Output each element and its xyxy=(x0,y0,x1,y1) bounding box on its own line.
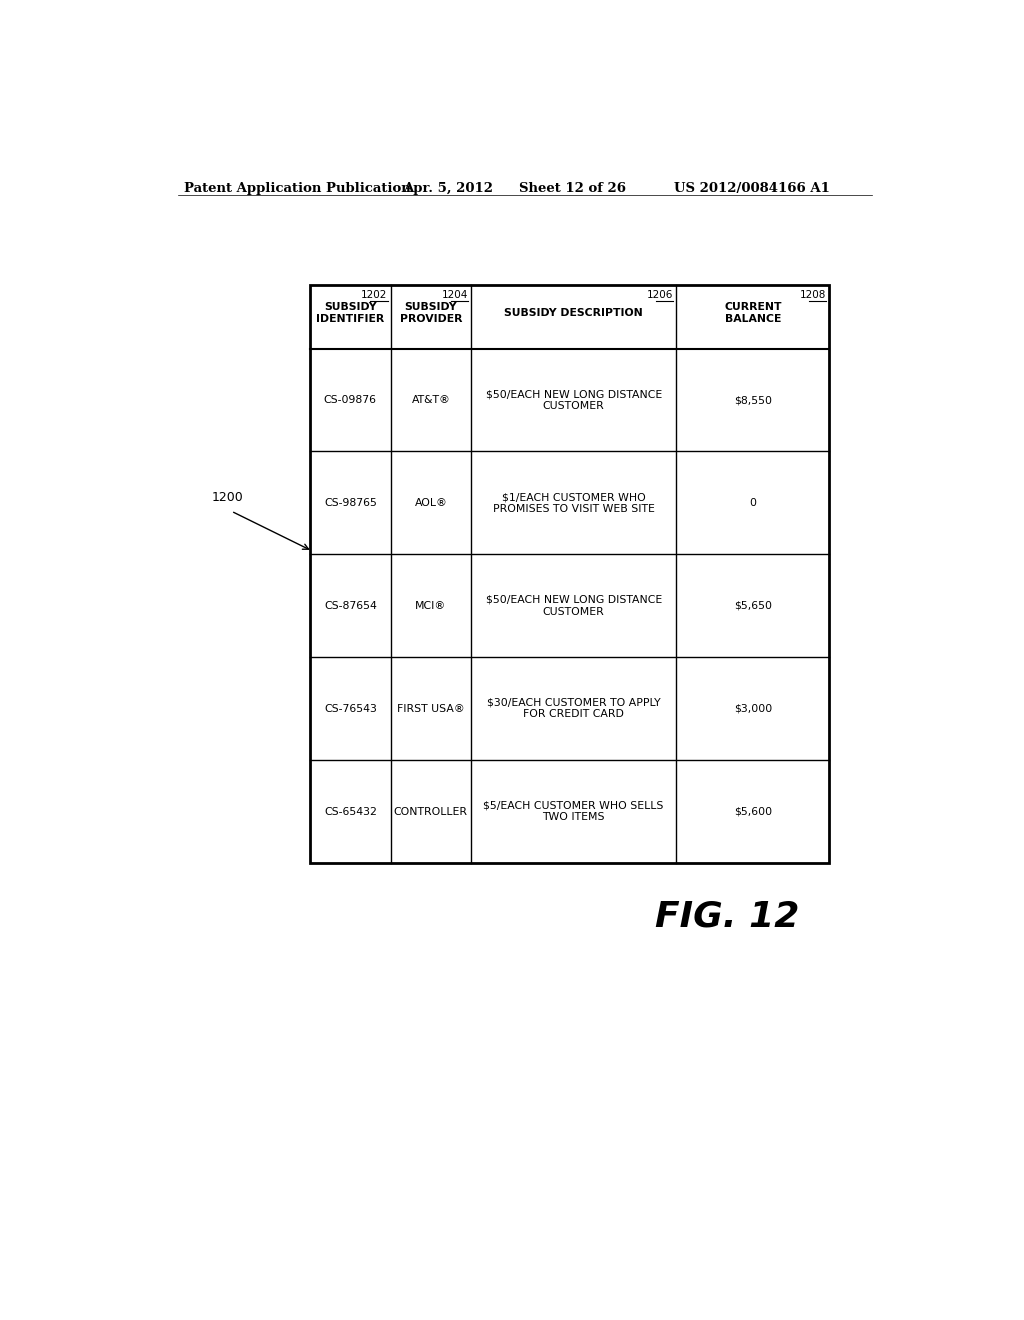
Text: $3,000: $3,000 xyxy=(733,704,772,714)
Text: SUBSIDY
PROVIDER: SUBSIDY PROVIDER xyxy=(399,302,462,323)
Text: $50/EACH NEW LONG DISTANCE
CUSTOMER: $50/EACH NEW LONG DISTANCE CUSTOMER xyxy=(485,389,662,411)
Text: $5,650: $5,650 xyxy=(734,601,772,611)
Text: 1202: 1202 xyxy=(361,290,387,300)
Text: 1206: 1206 xyxy=(647,290,673,300)
Text: CS-98765: CS-98765 xyxy=(324,498,377,508)
Text: SUBSIDY DESCRIPTION: SUBSIDY DESCRIPTION xyxy=(504,308,643,318)
Text: 1204: 1204 xyxy=(441,290,468,300)
Text: US 2012/0084166 A1: US 2012/0084166 A1 xyxy=(675,182,830,194)
Text: FIG. 12: FIG. 12 xyxy=(655,900,800,933)
Text: Apr. 5, 2012: Apr. 5, 2012 xyxy=(403,182,494,194)
Text: CURRENT
BALANCE: CURRENT BALANCE xyxy=(724,302,781,323)
Text: $1/EACH CUSTOMER WHO
PROMISES TO VISIT WEB SITE: $1/EACH CUSTOMER WHO PROMISES TO VISIT W… xyxy=(493,492,654,513)
Text: FIRST USA®: FIRST USA® xyxy=(397,704,465,714)
Text: $30/EACH CUSTOMER TO APPLY
FOR CREDIT CARD: $30/EACH CUSTOMER TO APPLY FOR CREDIT CA… xyxy=(486,698,660,719)
Text: AOL®: AOL® xyxy=(415,498,447,508)
Text: CS-65432: CS-65432 xyxy=(324,807,377,817)
Text: Patent Application Publication: Patent Application Publication xyxy=(183,182,411,194)
Text: MCI®: MCI® xyxy=(415,601,446,611)
Text: 1208: 1208 xyxy=(800,290,826,300)
Text: CS-76543: CS-76543 xyxy=(324,704,377,714)
Text: 1200: 1200 xyxy=(212,491,244,504)
Text: CS-87654: CS-87654 xyxy=(324,601,377,611)
Text: $5/EACH CUSTOMER WHO SELLS
TWO ITEMS: $5/EACH CUSTOMER WHO SELLS TWO ITEMS xyxy=(483,801,664,822)
Text: CONTROLLER: CONTROLLER xyxy=(394,807,468,817)
Text: 0: 0 xyxy=(750,498,757,508)
Text: $5,600: $5,600 xyxy=(734,807,772,817)
Text: $8,550: $8,550 xyxy=(734,395,772,405)
Text: $50/EACH NEW LONG DISTANCE
CUSTOMER: $50/EACH NEW LONG DISTANCE CUSTOMER xyxy=(485,595,662,616)
Text: SUBSIDY
IDENTIFIER: SUBSIDY IDENTIFIER xyxy=(316,302,384,323)
Text: CS-09876: CS-09876 xyxy=(324,395,377,405)
Text: AT&T®: AT&T® xyxy=(412,395,451,405)
Text: Sheet 12 of 26: Sheet 12 of 26 xyxy=(519,182,627,194)
